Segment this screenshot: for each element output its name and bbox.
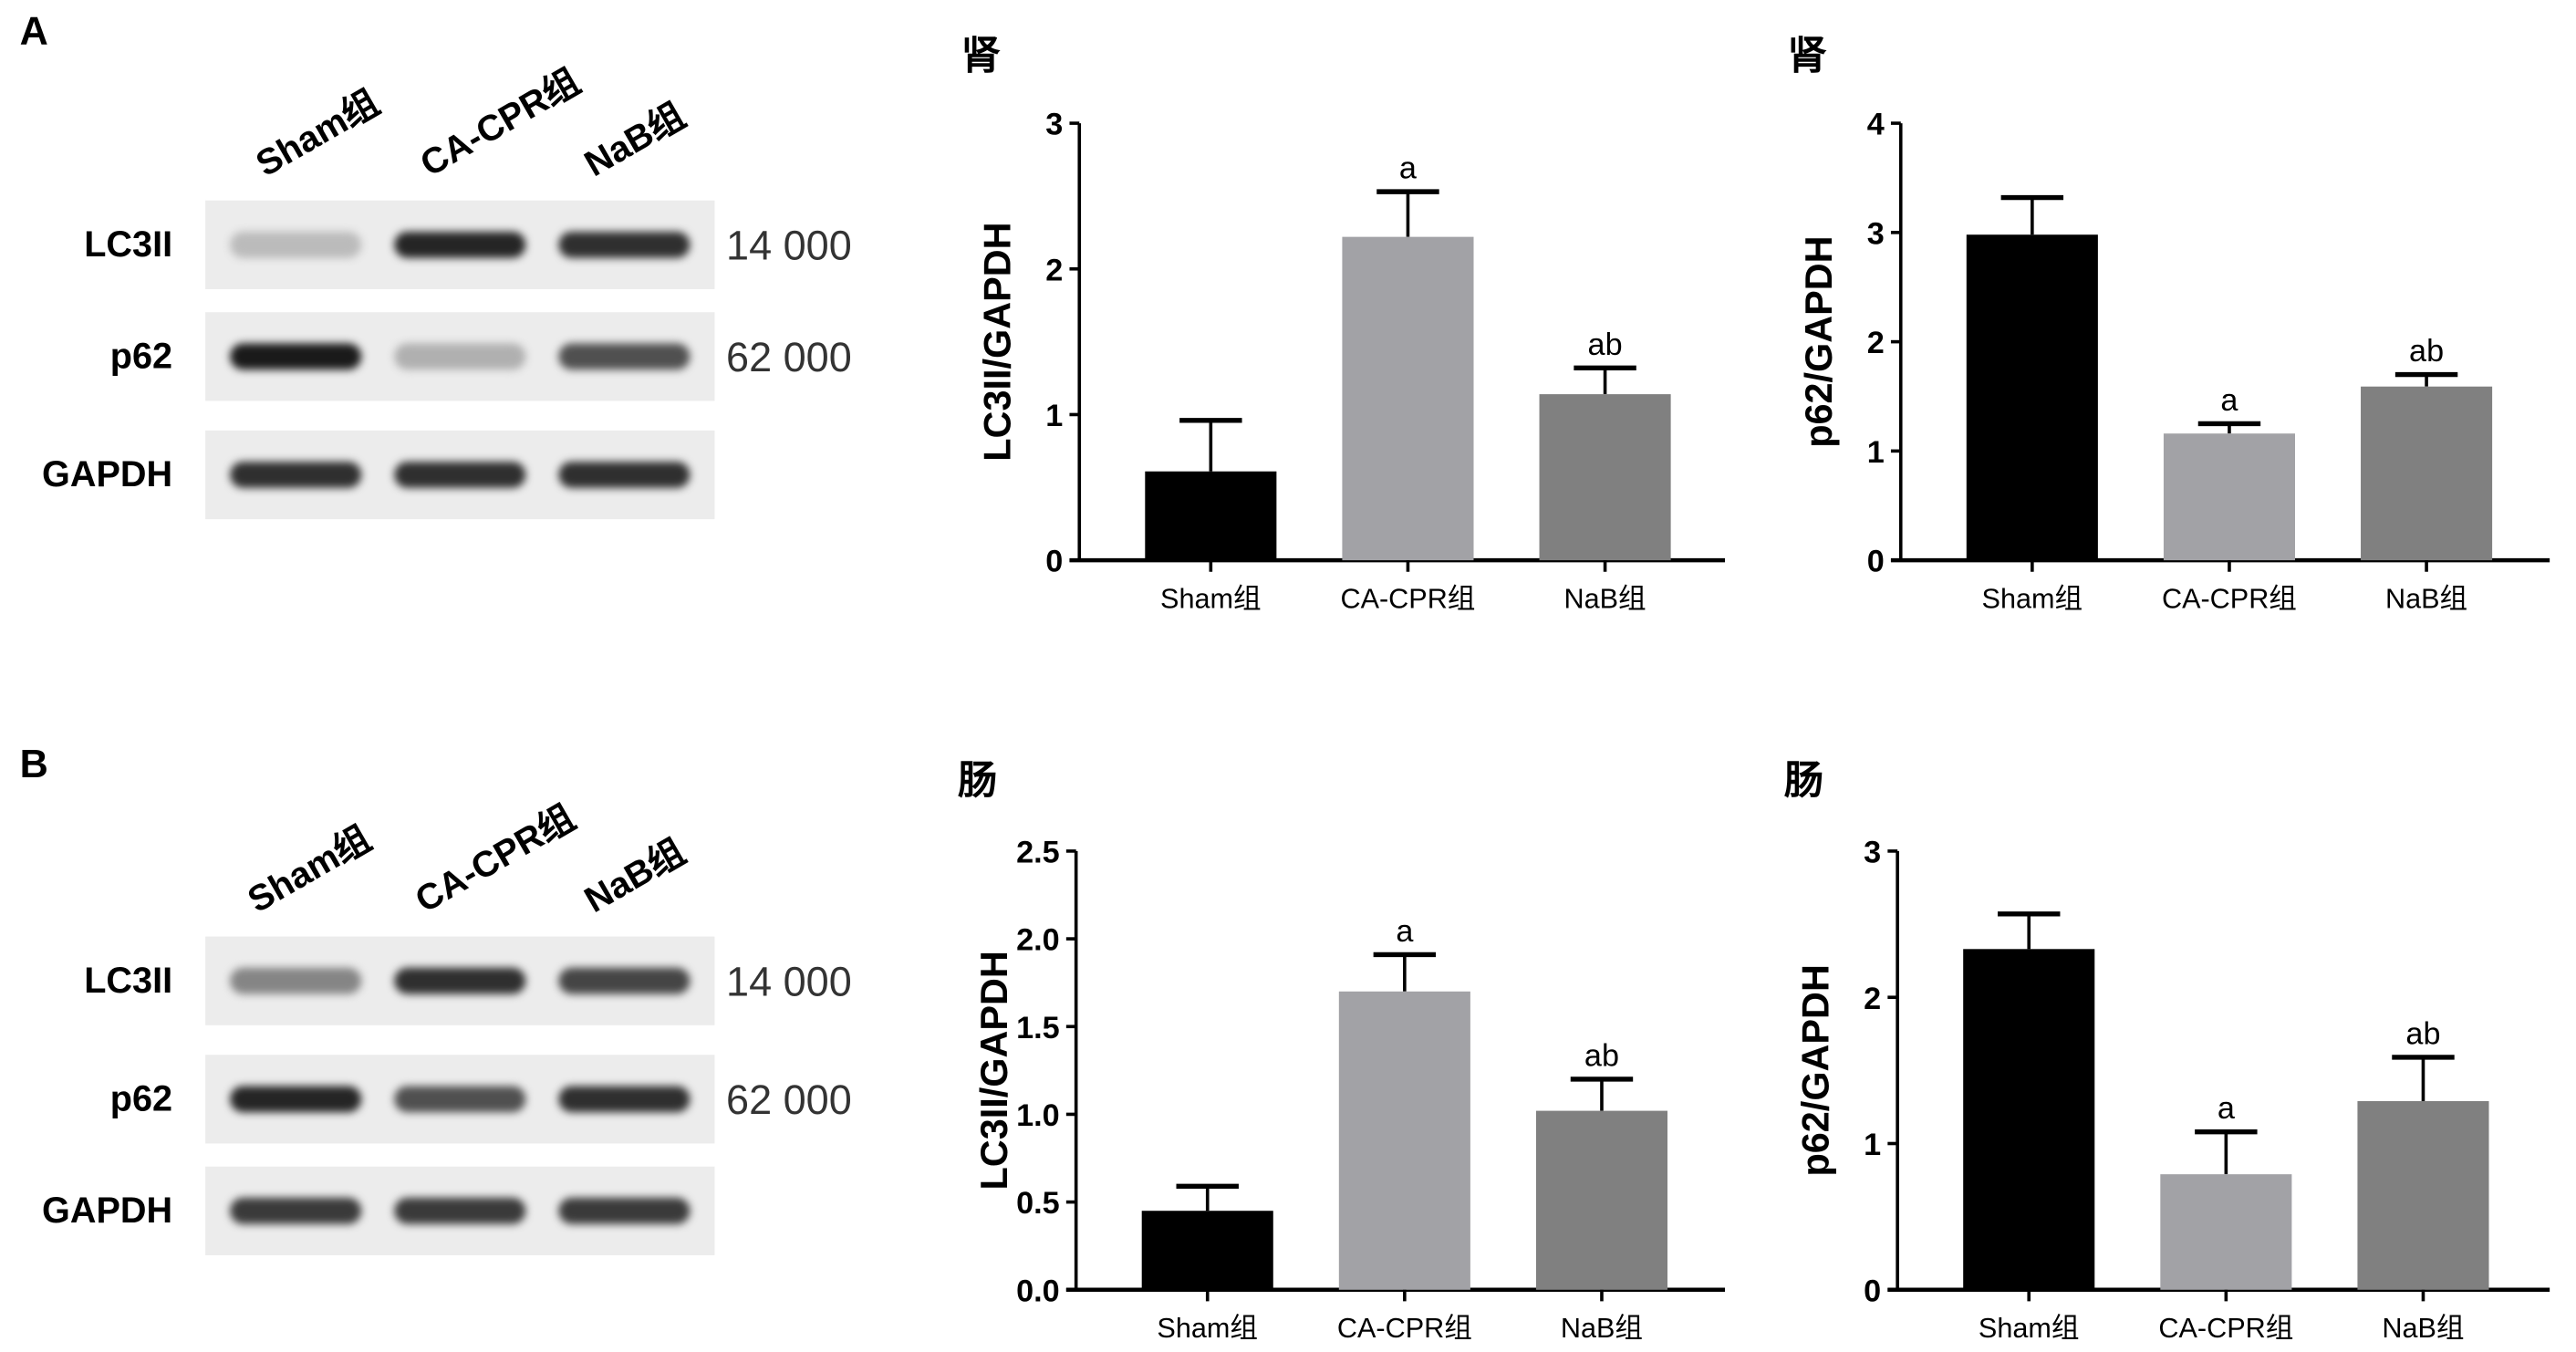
y-axis-label: p62/GAPDH [1795,964,1837,1176]
blot-row-label: LC3II [84,959,173,1001]
y-tick-label: 3 [1045,108,1063,142]
x-tick-label: Sham组 [1160,583,1262,614]
blot-band [558,967,691,994]
y-tick-label: 2 [1864,982,1881,1016]
molecular-weight-label: 62 000 [726,335,852,381]
blot-band [558,231,691,258]
y-tick-label: 0.0 [1016,1274,1060,1308]
bar [2160,1174,2292,1290]
y-tick-label: 0 [1045,545,1063,579]
blot-band [394,1086,526,1113]
y-tick-label: 3 [1864,836,1881,870]
blot-band [230,1086,362,1113]
blot-band [230,462,362,488]
y-tick-label: 2 [1045,253,1063,287]
blot-band [394,967,526,994]
y-axis-label: LC3II/GAPDH [977,222,1019,461]
x-tick-label: NaB组 [2385,583,2467,614]
significance-label: ab [1584,1039,1619,1074]
y-tick-label: 0 [1867,545,1885,579]
x-tick-label: CA-CPR组 [2162,583,2297,614]
bar [1338,991,1470,1290]
blot-strip [205,1166,715,1255]
significance-label: ab [2409,334,2444,369]
x-tick-label: Sham组 [1157,1313,1258,1344]
x-tick-label: CA-CPR组 [2158,1313,2293,1344]
blot-band [394,343,526,370]
blot-strip [205,200,715,289]
bar [1535,1110,1668,1290]
bar [1145,471,1277,561]
blot-strip [205,936,715,1025]
bar [1141,1211,1273,1290]
y-tick-label: 0 [1864,1274,1881,1308]
chart-title: 肠 [957,757,998,804]
blot-band [230,231,362,258]
blot-strip [205,430,715,520]
x-tick-label: CA-CPR组 [1337,1313,1472,1344]
significance-label: a [2218,1091,2236,1126]
panel-letter-a: A [19,9,48,55]
chart-title: 肠 [1783,757,1824,804]
y-tick-label: 2 [1867,326,1885,360]
significance-label: a [1399,151,1418,186]
y-tick-label: 1 [1864,1128,1881,1162]
blot-band [394,462,526,488]
blot-band [230,343,362,370]
x-tick-label: NaB组 [1563,583,1646,614]
bar [1966,234,2098,561]
y-tick-label: 1 [1867,435,1885,470]
blot-band [558,1197,691,1224]
blot-band [394,1197,526,1224]
x-tick-label: NaB组 [2382,1313,2464,1344]
molecular-weight-label: 62 000 [726,1077,852,1124]
y-axis-label: LC3II/GAPDH [973,951,1015,1190]
significance-label: a [2220,383,2238,418]
y-tick-label: 3 [1867,216,1885,251]
x-tick-label: Sham组 [1979,1313,2080,1344]
significance-label: a [1396,914,1414,949]
chart-title: 肾 [1787,33,1827,79]
blot-row-label: LC3II [84,223,173,265]
x-tick-label: CA-CPR组 [1340,583,1475,614]
x-tick-label: NaB组 [1561,1313,1643,1344]
y-tick-label: 1.0 [1016,1098,1060,1133]
blot-band [558,343,691,370]
molecular-weight-label: 14 000 [726,223,852,270]
y-tick-label: 4 [1867,108,1885,142]
blot-row-label: p62 [109,1077,173,1119]
y-tick-label: 2.0 [1016,923,1060,958]
bar [2163,433,2295,561]
blot-band [558,1086,691,1113]
blot-band [230,967,362,994]
bar [2361,386,2493,561]
y-axis-label: p62/GAPDH [1798,235,1840,447]
bar [2357,1101,2489,1290]
blot-band [558,462,691,488]
blot-strip [205,1055,715,1144]
significance-label: ab [1588,328,1623,362]
y-tick-label: 0.5 [1016,1186,1060,1221]
blot-row-label: p62 [109,335,173,377]
panel-letter-b: B [19,743,48,787]
significance-label: ab [2405,1017,2440,1052]
blot-row-label: GAPDH [42,453,173,495]
y-tick-label: 1 [1045,399,1063,433]
molecular-weight-label: 14 000 [726,959,852,1006]
blot-band [394,231,526,258]
bar [1963,949,2095,1290]
y-tick-label: 2.5 [1016,836,1060,870]
chart-title: 肾 [961,33,1001,79]
blot-strip [205,312,715,401]
bar [1342,236,1474,561]
blot-band [230,1197,362,1224]
y-tick-label: 1.5 [1016,1011,1060,1045]
x-tick-label: Sham组 [1982,583,2083,614]
blot-row-label: GAPDH [42,1189,173,1231]
bar [1539,394,1671,561]
